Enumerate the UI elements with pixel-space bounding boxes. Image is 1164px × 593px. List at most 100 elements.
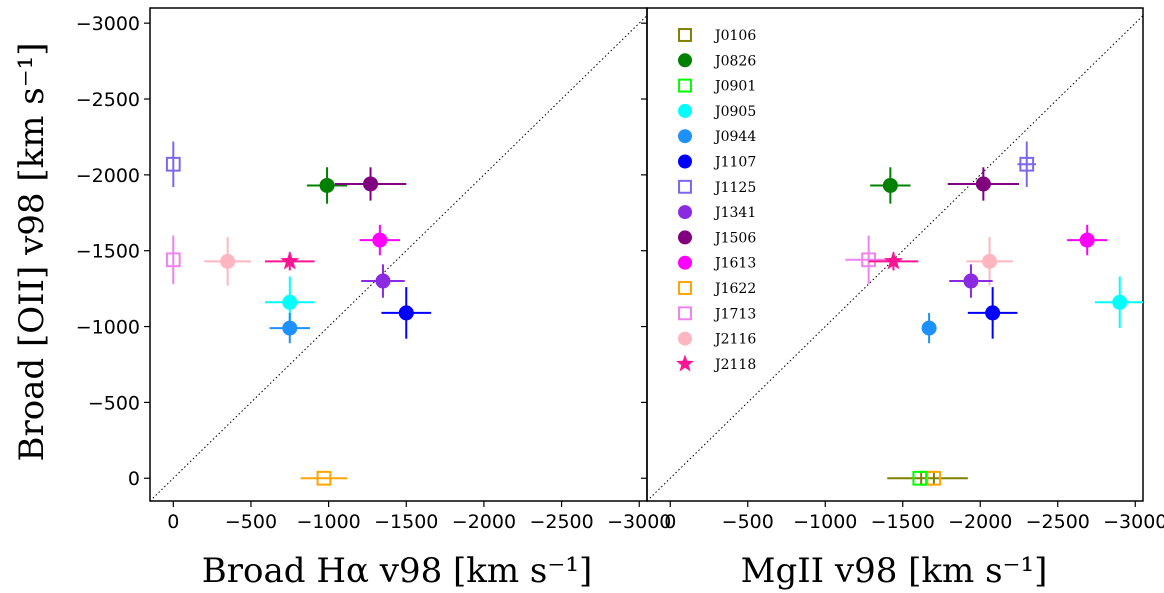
legend-label: J0944 bbox=[713, 129, 756, 145]
left-point-j1622 bbox=[300, 470, 348, 486]
marker-j1125 bbox=[1019, 156, 1035, 172]
legend-label: J1107 bbox=[713, 155, 756, 171]
legend-label: J1622 bbox=[713, 281, 756, 297]
marker-j2118 bbox=[280, 251, 300, 270]
marker-j1506 bbox=[363, 176, 379, 192]
left-point-j2116 bbox=[204, 237, 251, 286]
right-point-j0905 bbox=[1094, 276, 1143, 329]
left-panel: 0 −500 −1000 −1500 −2000 −2500 −3000 0 −500 −1000… bbox=[76, 7, 671, 533]
left-y-tick-label: −500 bbox=[88, 392, 140, 414]
legend-marker bbox=[678, 129, 692, 144]
legend-item-j0944: J0944 bbox=[678, 129, 756, 145]
marker-j1107 bbox=[985, 305, 1001, 321]
marker-j0944 bbox=[921, 320, 937, 336]
marker-j2116 bbox=[220, 253, 236, 269]
marker-j1613 bbox=[372, 232, 388, 248]
legend-label: J2118 bbox=[713, 357, 756, 373]
left-point-j1341 bbox=[361, 264, 405, 298]
legend-marker bbox=[678, 53, 692, 68]
right-point-j1107 bbox=[967, 287, 1018, 339]
left-y-tick-label: 0 bbox=[128, 468, 140, 490]
legend-item-j1622: J1622 bbox=[678, 281, 756, 297]
legend-item-j1125: J1125 bbox=[678, 180, 756, 196]
legend: J0106 J0826 J0901 J0905 J0944 J1107 J1125 J1341… bbox=[676, 28, 756, 373]
marker-j0826 bbox=[319, 177, 335, 193]
legend-label: J1613 bbox=[713, 256, 756, 272]
left-y-tick-label: −3000 bbox=[76, 13, 140, 35]
left-one-to-one-line bbox=[150, 14, 647, 501]
legend-label: J1713 bbox=[713, 306, 756, 322]
right-point-j1622 bbox=[926, 470, 942, 486]
left-point-j1613 bbox=[359, 224, 401, 256]
right-x-tick-label: −2000 bbox=[948, 511, 1012, 533]
marker-j1622 bbox=[316, 470, 332, 486]
left-point-j2118 bbox=[264, 251, 315, 271]
left-x-tick-label: −500 bbox=[225, 511, 277, 533]
left-x-axis-label: Broad Hα v98 [km s⁻¹] bbox=[202, 551, 592, 591]
marker-j1341 bbox=[963, 273, 979, 289]
right-x-tick-label: −3000 bbox=[1103, 511, 1164, 533]
legend-item-j0826: J0826 bbox=[678, 53, 756, 69]
marker-j0826 bbox=[882, 177, 898, 193]
legend-item-j0106: J0106 bbox=[678, 28, 756, 44]
marker-j1125 bbox=[165, 156, 181, 172]
right-x-tick-label: 0 bbox=[664, 511, 676, 533]
legend-item-j1613: J1613 bbox=[678, 255, 756, 272]
legend-marker bbox=[678, 205, 692, 220]
right-point-j1506 bbox=[947, 167, 1019, 201]
right-point-j2116 bbox=[966, 237, 1013, 286]
legend-item-j1107: J1107 bbox=[678, 154, 756, 171]
marker-j0905 bbox=[1112, 294, 1128, 310]
legend-item-j1506: J1506 bbox=[678, 230, 756, 246]
left-x-tick-label: −1500 bbox=[374, 511, 438, 533]
right-point-j0901 bbox=[912, 470, 928, 486]
right-data-points bbox=[845, 141, 1143, 486]
left-y-tick-label: −2000 bbox=[76, 165, 140, 187]
left-y-tick-label: −1000 bbox=[76, 317, 140, 339]
left-x-tick-label: −3000 bbox=[607, 511, 671, 533]
right-point-j2118 bbox=[868, 251, 919, 271]
marker-j0901 bbox=[912, 470, 928, 486]
right-point-j1713 bbox=[845, 235, 892, 285]
right-axes-frame bbox=[646, 7, 1144, 502]
left-point-j1506 bbox=[334, 167, 407, 201]
marker-j1506 bbox=[975, 176, 991, 192]
marker-j1341 bbox=[375, 273, 391, 289]
marker-j1713 bbox=[165, 252, 181, 268]
left-point-j0944 bbox=[269, 312, 310, 344]
marker-j1107 bbox=[398, 305, 414, 321]
legend-label: J2116 bbox=[713, 332, 756, 348]
legend-label: J0901 bbox=[713, 79, 756, 95]
right-panel: 0 −500 −1000 −1500 −2000 −2500 −3000 bbox=[641, 7, 1164, 533]
left-x-tick-label: −1000 bbox=[296, 511, 360, 533]
marker-j0905 bbox=[282, 294, 298, 310]
legend-item-j1713: J1713 bbox=[678, 306, 756, 322]
right-x-axis-label: MgII v98 [km s⁻¹] bbox=[741, 551, 1048, 591]
legend-item-j0901: J0901 bbox=[678, 78, 756, 95]
left-y-tick-label: −2500 bbox=[76, 89, 140, 111]
left-x-tick-label: 0 bbox=[167, 511, 179, 533]
legend-marker bbox=[678, 78, 692, 93]
legend-marker bbox=[678, 154, 692, 169]
left-y-tick-label: −1500 bbox=[76, 241, 140, 263]
legend-label: J1506 bbox=[713, 230, 756, 246]
legend-item-j0905: J0905 bbox=[678, 103, 756, 120]
marker-j1713 bbox=[861, 252, 877, 268]
legend-label: J1125 bbox=[713, 180, 756, 196]
legend-label: J0106 bbox=[713, 28, 756, 44]
right-point-j0826 bbox=[870, 167, 911, 204]
legend-marker bbox=[678, 255, 692, 270]
legend-marker bbox=[678, 230, 692, 245]
legend-marker bbox=[678, 28, 692, 42]
y-axis-label: Broad [OII] v98 [km s⁻¹] bbox=[12, 42, 52, 461]
right-point-j0944 bbox=[921, 312, 937, 344]
left-point-j0826 bbox=[306, 167, 348, 204]
right-point-j1125 bbox=[1017, 141, 1037, 187]
marker-j2118 bbox=[883, 251, 904, 270]
right-x-tick-label: −1500 bbox=[871, 511, 935, 533]
legend-marker bbox=[678, 103, 692, 118]
left-point-j1125 bbox=[165, 141, 181, 187]
left-x-tick-label: −2500 bbox=[529, 511, 593, 533]
marker-j2116 bbox=[982, 253, 998, 269]
left-point-j1107 bbox=[381, 287, 432, 339]
